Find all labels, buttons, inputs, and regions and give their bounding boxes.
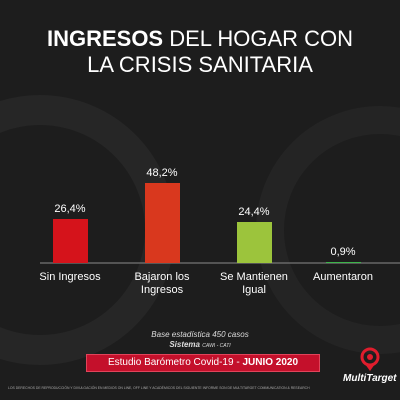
system-note: Sistema CAWI - CATI [169, 340, 231, 349]
bar [325, 261, 361, 263]
x-tick-label: Sin Ingresos [39, 271, 101, 283]
x-tick-label: Aumentaron [313, 271, 373, 283]
plot: 26,4% Sin Ingresos 48,2% Bajaron los Ingres… [39, 166, 373, 296]
footer: LOS DERECHOS DE REPRODUCCIÓN Y DIVULGACI… [8, 386, 310, 390]
bar [144, 182, 180, 263]
value-label: 0,9% [330, 245, 356, 258]
x-tick-label: Bajaron los Ingresos [134, 271, 190, 296]
value-label: 48,2% [146, 166, 178, 179]
banner: Estudio Barómetro Covid-19 - JUNIO 2020 [86, 354, 320, 372]
x-tick-label: Se Mantienen Igual [220, 271, 288, 296]
logo-text: MultiTarget [343, 373, 397, 384]
title-line-2: LA CRISIS SANITARIA [87, 52, 313, 77]
base-note: Base estadística 450 casos [151, 330, 249, 339]
title-line-1: INGRESOS DEL HOGAR CON [46, 26, 354, 51]
bar [52, 219, 88, 263]
logo-icon [360, 347, 380, 371]
value-label: 24,4% [238, 206, 270, 219]
value-label: 26,4% [54, 203, 86, 216]
bar [236, 222, 272, 263]
